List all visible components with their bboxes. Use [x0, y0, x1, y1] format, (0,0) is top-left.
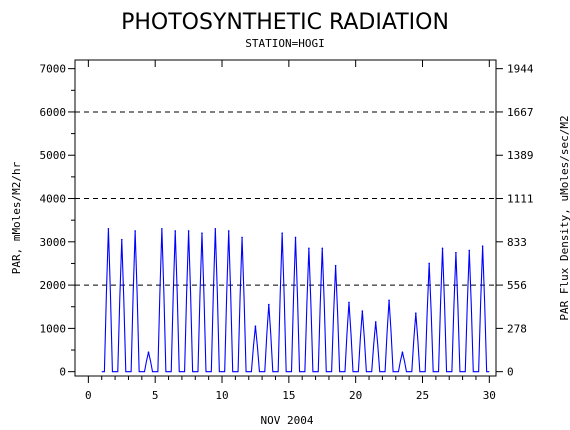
x-tick-label: 30 — [483, 389, 496, 402]
y-axis-label-left: PAR, mMoles/M2/hr — [10, 161, 23, 274]
daily-peak-point — [107, 228, 110, 230]
y-left-tick-label: 6000 — [40, 106, 67, 119]
chart-subtitle: STATION=HOGI — [245, 37, 324, 50]
daily-peak-point — [334, 264, 337, 267]
daily-peak-point — [214, 228, 217, 230]
y-left-tick-label: 7000 — [40, 63, 67, 76]
y-right-tick-label: 1389 — [507, 149, 534, 162]
daily-peak-point — [267, 303, 270, 306]
y-right-tick-label: 1111 — [507, 193, 534, 206]
x-axis-label: NOV 2004 — [261, 414, 314, 427]
chart-title: PHOTOSYNTHETIC RADIATION — [121, 10, 449, 35]
y-right-tick-label: 556 — [507, 279, 527, 292]
x-tick-label: 20 — [349, 389, 362, 402]
daily-peak-point — [187, 230, 190, 232]
daily-peak-point — [428, 262, 430, 265]
daily-peak-point — [227, 230, 230, 232]
gridlines — [75, 111, 496, 286]
daily-peak-point — [481, 245, 484, 247]
y-left-tick-label: 5000 — [40, 149, 67, 162]
y-left-tick-label: 1000 — [40, 322, 67, 335]
daily-peak-point — [294, 236, 297, 239]
daily-peak-point — [468, 249, 471, 252]
ticks: 0 5 10 15 20 25 30 0 1000 2000 3000 4000 5000 6000 700… — [40, 60, 534, 402]
par-series-line — [101, 228, 490, 373]
series-group — [101, 228, 490, 373]
plot-frame — [74, 59, 497, 377]
y-axis-label-right: PAR Flux Density, uMoles/sec/M2 — [558, 115, 570, 320]
y-left-tick-label: 4000 — [40, 193, 67, 206]
daily-peak-point — [120, 238, 123, 241]
daily-peak-point — [348, 301, 350, 304]
daily-peak-point — [201, 232, 203, 234]
daily-peak-point — [281, 232, 283, 234]
daily-peak-point — [388, 299, 390, 302]
x-tick-label: 0 — [85, 389, 92, 402]
x-tick-label: 5 — [152, 389, 159, 402]
y-left-tick-label: 3000 — [40, 236, 67, 249]
daily-peak-point — [161, 228, 163, 230]
y-right-tick-label: 278 — [507, 322, 527, 335]
y-right-tick-label: 1667 — [507, 106, 534, 119]
x-tick-label: 10 — [215, 389, 228, 402]
y-left-tick-label: 0 — [59, 366, 66, 379]
daily-peak-point — [401, 351, 404, 353]
y-right-tick-label: 1944 — [507, 63, 534, 76]
daily-peak-point — [374, 321, 377, 323]
daily-peak-point — [147, 351, 150, 353]
daily-peak-point — [415, 312, 417, 315]
daily-peak-point — [441, 247, 444, 250]
y-left-tick-label: 2000 — [40, 279, 67, 292]
daily-peak-point — [241, 236, 243, 239]
daily-peak-point — [174, 230, 177, 232]
x-tick-label: 15 — [282, 389, 295, 402]
daily-peak-point — [134, 230, 136, 232]
y-right-tick-label: 0 — [507, 366, 514, 379]
daily-peak-point — [361, 310, 364, 312]
daily-peak-point — [455, 251, 457, 254]
daily-peak-point — [254, 325, 257, 328]
daily-peak-point — [321, 247, 324, 250]
x-tick-label: 25 — [416, 389, 429, 402]
y-right-tick-label: 833 — [507, 236, 527, 249]
daily-peak-point — [308, 247, 310, 250]
